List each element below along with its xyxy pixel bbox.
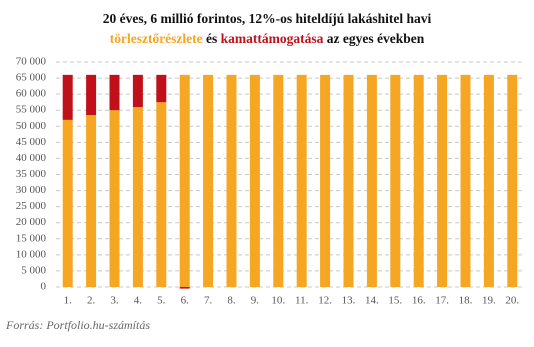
- x-tick-label: 9.: [251, 295, 260, 307]
- x-tick-label: 16.: [412, 295, 426, 307]
- bar-segment: [109, 74, 120, 111]
- legend-entry: törlesztőrészlete: [110, 31, 203, 46]
- x-tick-label: 4.: [134, 295, 143, 307]
- x-tick-label: 7.: [204, 295, 213, 307]
- y-tick-label: 10 000: [16, 248, 47, 260]
- x-tick-label: 15.: [388, 295, 402, 307]
- y-tick-label: 35 000: [16, 168, 47, 180]
- x-tick-label: 14.: [365, 295, 379, 307]
- y-tick-label: 50 000: [16, 120, 47, 132]
- x-tick-label: 10.: [271, 295, 285, 307]
- bar-segment: [507, 74, 518, 287]
- bar-segment: [483, 74, 494, 287]
- title-word: az egyes években: [327, 31, 425, 46]
- bar-segment: [132, 107, 143, 287]
- bar-segment: [413, 74, 424, 287]
- chart-title: 20 éves, 6 millió forintos, 12%-os hitel…: [103, 11, 432, 26]
- bar-segment: [203, 74, 214, 287]
- bar-segment: [390, 74, 401, 287]
- x-tick-label: 12.: [318, 295, 332, 307]
- y-tick-label: 20 000: [16, 216, 47, 228]
- y-tick-label: 65 000: [16, 72, 47, 84]
- bar-segment: [86, 74, 97, 116]
- x-tick-label: 19.: [482, 295, 496, 307]
- bar-segment: [179, 74, 190, 287]
- y-tick-label: 15 000: [16, 232, 47, 244]
- x-tick-label: 3.: [110, 295, 119, 307]
- y-tick-label: 5 000: [21, 264, 46, 276]
- y-tick-label: 45 000: [16, 136, 47, 148]
- x-tick-label: 2.: [87, 295, 96, 307]
- bar-segment: [296, 74, 307, 287]
- chart-subtitle: törlesztőrészlete és kamattámogatása az …: [110, 31, 425, 46]
- bar-segment: [109, 110, 120, 287]
- bar-segment: [343, 74, 354, 287]
- x-tick-label: 20.: [505, 295, 519, 307]
- y-tick-label: 60 000: [16, 88, 47, 100]
- bar-segment: [86, 115, 97, 288]
- bar-segment: [132, 74, 143, 107]
- y-tick-label: 55 000: [16, 104, 47, 116]
- bar-segment: [437, 74, 448, 287]
- x-tick-label: 17.: [435, 295, 449, 307]
- bar-segment: [460, 74, 471, 287]
- source: Forrás: Portfolio.hu-számítás: [5, 318, 150, 332]
- x-tick-label: 13.: [342, 295, 356, 307]
- bar-segment: [273, 74, 284, 287]
- bar-segment: [156, 102, 167, 287]
- legend-entry: kamattámogatása: [221, 31, 324, 46]
- x-tick-label: 5.: [157, 295, 166, 307]
- y-tick-label: 25 000: [16, 200, 47, 212]
- y-tick-label: 30 000: [16, 184, 47, 196]
- x-tick-label: 8.: [227, 295, 236, 307]
- x-tick-label: 1.: [64, 295, 73, 307]
- bar-segment: [62, 119, 73, 287]
- bar-segment: [62, 74, 73, 120]
- bar-segment: [179, 287, 190, 289]
- title-word: és: [206, 31, 217, 46]
- x-tick-label: 18.: [459, 295, 473, 307]
- bar-segment: [249, 74, 260, 287]
- y-tick-label: 40 000: [16, 152, 47, 164]
- bar-segment: [156, 74, 167, 103]
- bar-segment: [366, 74, 377, 287]
- bar-segment: [320, 74, 331, 287]
- y-tick-label: 70 000: [16, 56, 47, 68]
- y-tick-label: 0: [41, 281, 47, 293]
- x-tick-label: 6.: [181, 295, 190, 307]
- x-tick-label: 11.: [295, 295, 309, 307]
- bar-segment: [226, 74, 237, 287]
